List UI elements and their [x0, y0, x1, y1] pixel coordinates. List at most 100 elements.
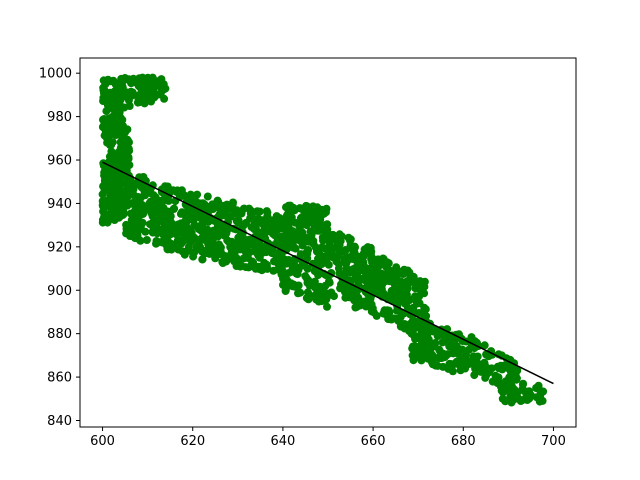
scatter-point [449, 340, 458, 349]
scatter-point [371, 265, 380, 274]
scatter-point [137, 89, 146, 98]
scatter-point [317, 297, 326, 306]
scatter-point [344, 233, 353, 242]
scatter-point [240, 204, 249, 213]
scatter-point [98, 218, 107, 227]
y-tick-label: 900 [47, 284, 72, 299]
scatter-point [341, 293, 350, 302]
scatter-point [113, 197, 122, 206]
scatter-point [429, 326, 438, 334]
scatter-point [284, 256, 293, 264]
scatter-point [419, 341, 428, 350]
x-tick-label: 680 [451, 434, 476, 449]
scatter-point [284, 243, 292, 252]
scatter-point [420, 282, 429, 291]
y-tick-label: 960 [47, 154, 72, 169]
scatter-point [198, 247, 206, 256]
scatter-point [348, 293, 357, 302]
scatter-point [241, 253, 250, 262]
scatter-point [262, 248, 271, 257]
scatter-point [374, 289, 382, 298]
scatter-point [177, 236, 186, 244]
scatter-point [503, 354, 512, 363]
scatter-point [223, 236, 232, 245]
scatter-point [484, 352, 493, 361]
scatter-point [404, 296, 413, 305]
scatter-point [329, 230, 337, 239]
scatter-point [234, 216, 243, 225]
scatter-point [198, 233, 207, 242]
x-tick-label: 600 [90, 434, 115, 449]
scatter-point [218, 204, 227, 213]
scatter-point [494, 364, 503, 373]
scatter-point [345, 268, 354, 277]
scatter-point [109, 177, 118, 186]
scatter-point [304, 212, 312, 221]
scatter-point [132, 179, 140, 188]
scatter-point [399, 280, 408, 289]
x-tick-label: 700 [541, 434, 566, 449]
scatter-point [130, 232, 139, 241]
scatter-point [431, 339, 440, 347]
scatter-point [102, 90, 111, 99]
scatter-point [336, 237, 345, 245]
scatter-point [234, 241, 242, 250]
scatter-point [458, 345, 467, 354]
scatter-point [255, 253, 264, 262]
scatter-point [424, 354, 432, 363]
scatter-point [205, 249, 214, 258]
scatter-point [526, 391, 535, 399]
scatter-point [152, 219, 161, 228]
y-tick-label: 940 [47, 197, 72, 212]
scatter-point [142, 236, 151, 244]
y-axis: 840 860 880 900 920 940 960 980 1000 [39, 67, 80, 429]
scatter-point [509, 395, 518, 404]
scatter-point [102, 200, 111, 209]
scatter-point [311, 215, 320, 224]
y-tick-label: 840 [47, 414, 72, 429]
scatter-point [305, 281, 314, 290]
scatter-point [227, 245, 236, 254]
scatter-point [170, 242, 179, 251]
scatter-point [401, 266, 410, 275]
scatter-point [147, 208, 156, 217]
scatter-point [362, 268, 371, 277]
scatter-point [237, 262, 246, 271]
scatter-point [513, 388, 522, 397]
scatter-point [351, 243, 359, 252]
scatter-point [382, 271, 391, 279]
scatter-point [448, 367, 457, 376]
scatter-point [420, 303, 429, 312]
scatter-point [382, 293, 391, 302]
scatter-point [323, 302, 331, 311]
scatter-points [98, 73, 548, 407]
scatter-point [166, 212, 175, 221]
scatter-point [354, 295, 363, 304]
scatter-point [356, 301, 365, 310]
y-tick-label: 980 [47, 110, 72, 125]
scatter-point [106, 189, 115, 198]
scatter-point [169, 205, 178, 213]
scatter-point [487, 364, 496, 373]
scatter-point [355, 274, 364, 283]
scatter-point [103, 138, 112, 147]
plot-area: 600 620 640 660 680 700 840 860 880 900 920 940 960… [39, 57, 577, 449]
x-tick-label: 660 [361, 434, 386, 449]
scatter-point [108, 94, 117, 103]
scatter-point [405, 326, 414, 335]
scatter-point [536, 391, 545, 400]
y-tick-label: 920 [47, 240, 72, 255]
scatter-point [134, 226, 143, 234]
scatter-point [302, 202, 311, 211]
scatter-point [123, 75, 132, 84]
scatter-point [263, 264, 272, 273]
scatter-point [152, 239, 160, 248]
scatter-point [263, 208, 272, 217]
scatter-point [193, 190, 202, 199]
scatter-point [129, 191, 138, 199]
scatter-point [312, 247, 321, 256]
scatter-point [132, 205, 140, 214]
scatter-point [204, 239, 213, 248]
scatter-point [190, 235, 199, 243]
